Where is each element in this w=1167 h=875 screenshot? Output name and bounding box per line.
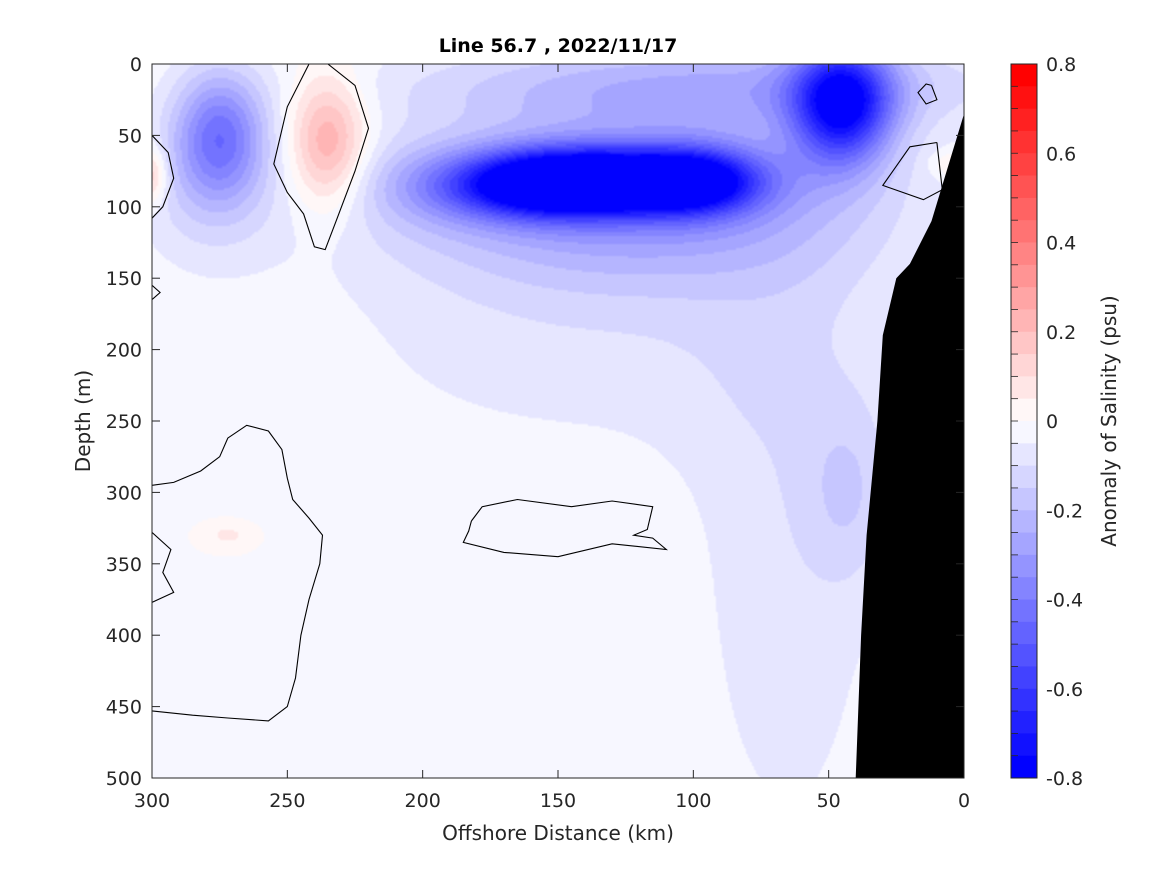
y-tick-label: 500 — [106, 768, 142, 790]
salinity-anomaly-field — [152, 64, 964, 778]
colorbar-swatch — [1011, 108, 1037, 132]
colorbar-swatch — [1011, 287, 1037, 310]
colorbar-swatch — [1011, 666, 1037, 690]
colorbar-swatch — [1011, 554, 1037, 578]
colorbar-swatch — [1011, 577, 1037, 600]
y-axis: 0 50 100 150 200 250 300 350 400 450 500 — [106, 54, 964, 790]
y-tick-label: 150 — [106, 268, 142, 290]
x-tick-label: 100 — [675, 790, 711, 812]
x-axis: 300 250 200 150 100 50 0 — [134, 64, 970, 812]
colorbar-tick-label: 0.2 — [1046, 322, 1076, 344]
colorbar-tick-label: -0.2 — [1046, 500, 1083, 522]
colorbar-swatch — [1011, 197, 1037, 221]
x-tick-label: 150 — [540, 790, 576, 812]
y-tick-label: 0 — [130, 54, 142, 76]
colorbar-swatch — [1011, 153, 1037, 176]
contour-line-zero — [152, 135, 175, 219]
colorbar-ticks: 0.8 0.6 0.4 0.2 0 -0.2 -0.4 -0.6 -0.8 — [1046, 54, 1083, 790]
contour-line-zero — [152, 531, 175, 603]
colorbar-swatch — [1011, 398, 1037, 422]
y-tick-label: 400 — [106, 625, 142, 647]
colorbar-swatch — [1011, 443, 1037, 467]
contour-line-zero — [881, 141, 943, 201]
x-tick-label: 250 — [269, 790, 305, 812]
colorbar-swatch — [1011, 621, 1037, 645]
x-axis-label: Offshore Distance (km) — [442, 821, 674, 845]
colorbar-tick-label: -0.6 — [1046, 679, 1083, 701]
y-tick-label: 100 — [106, 197, 142, 219]
colorbar-swatch — [1011, 688, 1037, 712]
x-tick-label: 300 — [134, 790, 170, 812]
plot-area — [151, 63, 965, 779]
colorbar-frame — [1010, 63, 1038, 779]
colorbar-swatch — [1011, 755, 1037, 779]
y-tick-label: 250 — [106, 411, 142, 433]
colorbar-tick-label: 0 — [1046, 411, 1058, 433]
colorbar-swatch — [1011, 465, 1037, 489]
x-tick-label: 50 — [817, 790, 841, 812]
colorbar-swatch — [1011, 175, 1037, 199]
y-tick-label: 200 — [106, 340, 142, 362]
x-tick-label: 0 — [958, 790, 970, 812]
colorbar-swatch — [1011, 64, 1037, 87]
x-tick-label: 200 — [405, 790, 441, 812]
colorbar-tick-label: -0.4 — [1046, 590, 1083, 612]
y-tick-label: 450 — [106, 697, 142, 719]
contour-line-zero — [152, 284, 161, 301]
colorbar-label: Anomaly of Salinity (psu) — [1097, 295, 1121, 546]
colorbar-swatch — [1011, 532, 1037, 556]
colorbar-swatches — [1011, 63, 1037, 779]
contour-line-zero — [152, 424, 324, 722]
colorbar-swatch — [1011, 86, 1037, 110]
colorbar-swatch — [1011, 130, 1037, 154]
colorbar-swatch — [1011, 220, 1037, 243]
contour-line-zero — [462, 498, 669, 558]
colorbar-swatch — [1011, 242, 1037, 266]
y-tick-label: 50 — [118, 125, 142, 147]
colorbar-swatch — [1011, 510, 1037, 533]
colorbar-swatch — [1011, 733, 1037, 757]
colorbar-swatch — [1011, 644, 1037, 667]
colorbar-swatch — [1011, 487, 1037, 511]
colorbar-swatch — [1011, 331, 1037, 355]
zero-contours — [152, 64, 943, 722]
colorbar-tick-label: 0.6 — [1046, 143, 1076, 165]
colorbar-swatch — [1011, 309, 1037, 333]
colorbar-swatch — [1011, 599, 1037, 623]
colorbar-tick-label: 0.8 — [1046, 54, 1076, 76]
colorbar-swatch — [1011, 711, 1037, 734]
colorbar-tick-label: -0.8 — [1046, 768, 1083, 790]
colorbar-swatch — [1011, 421, 1037, 444]
y-axis-label: Depth (m) — [71, 370, 95, 472]
y-tick-label: 350 — [106, 554, 142, 576]
chart-title: Line 56.7 , 2022/11/17 — [439, 35, 678, 57]
colorbar-swatch — [1011, 354, 1037, 377]
colorbar: 0.8 0.6 0.4 0.2 0 -0.2 -0.4 -0.6 -0.8 — [1010, 54, 1083, 790]
colorbar-swatch — [1011, 376, 1037, 400]
colorbar-swatch — [1011, 264, 1037, 288]
bathymetry — [855, 114, 964, 778]
contour-line-zero — [273, 64, 370, 251]
y-tick-label: 300 — [106, 482, 142, 504]
contour-line-zero — [917, 83, 938, 105]
colorbar-tick-label: 0.4 — [1046, 233, 1076, 255]
